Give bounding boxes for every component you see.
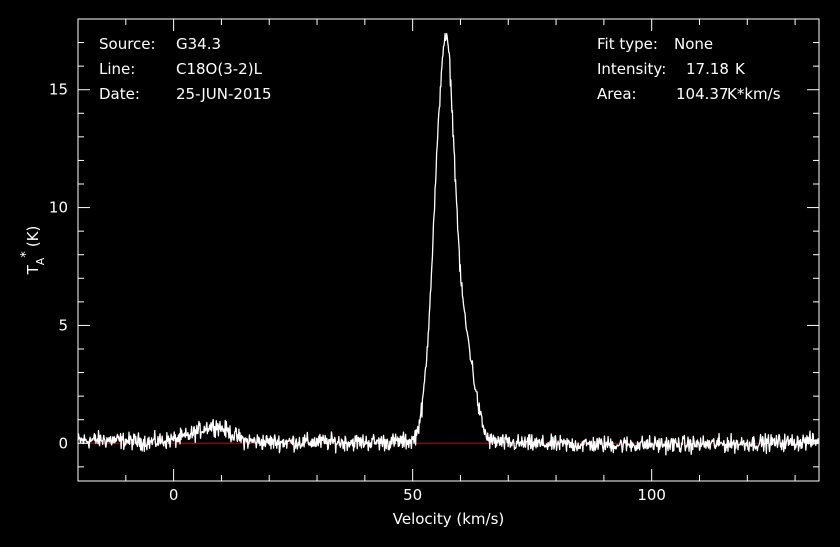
y-tick-label: 0 [58,434,68,452]
fit-type-value: None [674,35,714,53]
area-value: 104.37 [676,85,729,103]
svg-text:TA*(K): TA*(K) [19,226,47,276]
source-value: G34.3 [176,35,222,53]
intensity-label: Intensity: [597,60,667,78]
x-tick-label: 0 [169,486,179,504]
date-label: Date: [99,85,140,103]
date-value: 25-JUN-2015 [176,85,272,103]
fit-type-label: Fit type: [597,35,658,53]
area-label: Area: [597,85,637,103]
x-tick-label: 50 [403,486,422,504]
spectrum-line [77,32,820,456]
y-tick-label: 5 [58,316,68,334]
area-unit: K*km/s [727,85,781,103]
y-axis-label: TA*(K) [19,226,47,276]
x-axis-label: Velocity (km/s) [393,510,504,528]
y-tick-label: 10 [49,199,68,217]
plot-frame [77,18,820,482]
y-tick-label: 15 [49,81,68,99]
x-tick-label: 100 [637,486,666,504]
source-label: Source: [99,35,156,53]
intensity-value: 17.18 [686,60,729,78]
intensity-unit: K [735,60,745,78]
line-value: C18O(3-2)L [176,60,262,78]
line-label: Line: [99,60,136,78]
